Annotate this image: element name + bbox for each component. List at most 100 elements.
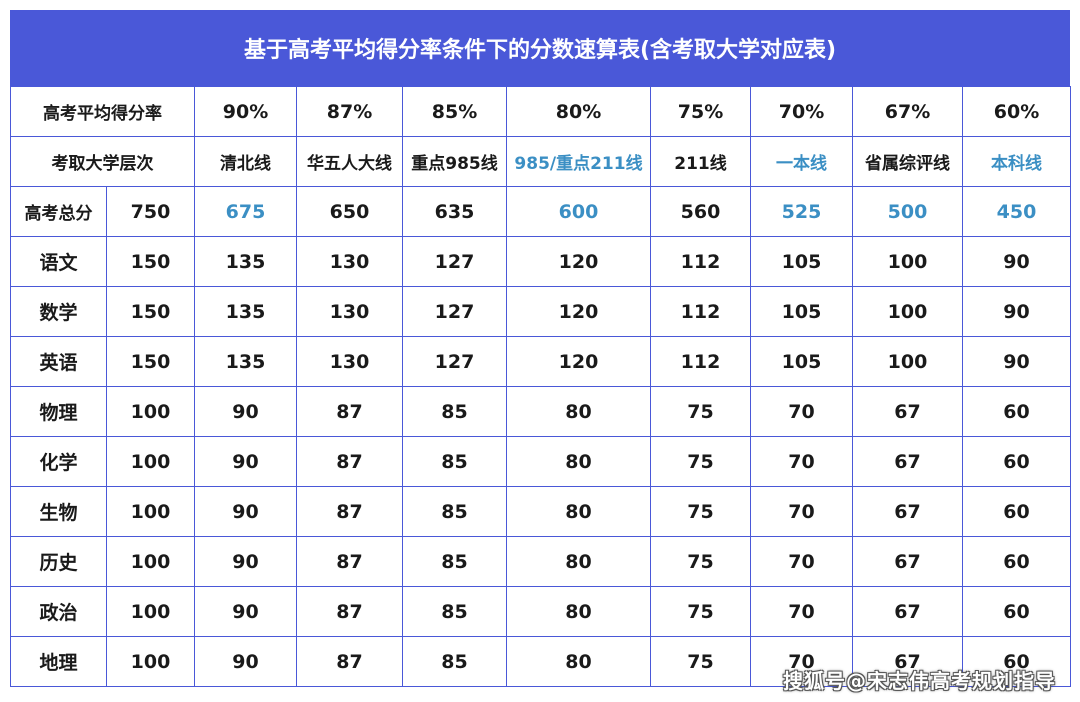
score-cell: 60 <box>962 436 1071 487</box>
subject-cell: 数学 <box>10 286 107 337</box>
score-cell: 87 <box>296 536 403 587</box>
score-cell: 80 <box>506 536 651 587</box>
score-cell: 450 <box>962 186 1071 237</box>
rate-cell: 60% <box>962 86 1071 137</box>
score-cell: 67 <box>852 586 963 637</box>
score-cell: 525 <box>750 186 853 237</box>
subject-cell: 高考总分 <box>10 186 107 237</box>
score-cell: 120 <box>506 286 651 337</box>
score-cell: 67 <box>852 386 963 437</box>
tier-cell: 省属综评线 <box>852 136 963 187</box>
score-cell: 130 <box>296 236 403 287</box>
score-cell: 635 <box>402 186 507 237</box>
score-cell: 90 <box>194 586 297 637</box>
watermark: 搜狐号@宋志伟高考规划指导 <box>783 669 1056 693</box>
subject-cell: 历史 <box>10 536 107 587</box>
score-cell: 75 <box>650 586 751 637</box>
score-cell: 80 <box>506 586 651 637</box>
score-cell: 67 <box>852 636 963 687</box>
score-cell: 135 <box>194 236 297 287</box>
tier-row: 考取大学层次 清北线 华五人大线 重点985线 985/重点211线 211线 … <box>10 136 1071 187</box>
score-cell: 85 <box>402 486 507 537</box>
score-cell: 85 <box>402 536 507 587</box>
score-table: 高考平均得分率 90% 87% 85% 80% 75% 70% 67% 60% … <box>10 86 1071 687</box>
tier-cell: 211线 <box>650 136 751 187</box>
score-cell: 112 <box>650 236 751 287</box>
score-cell: 67 <box>852 486 963 537</box>
subject-cell: 物理 <box>10 386 107 437</box>
score-cell: 67 <box>852 536 963 587</box>
score-cell: 75 <box>650 386 751 437</box>
score-cell: 120 <box>506 336 651 387</box>
score-cell: 100 <box>852 286 963 337</box>
subject-row: 地理 100 90 87 85 80 75 70 67 60 <box>10 636 1071 687</box>
subject-cell: 地理 <box>10 636 107 687</box>
score-cell: 130 <box>296 336 403 387</box>
score-cell: 87 <box>296 386 403 437</box>
full-score-cell: 100 <box>106 536 195 587</box>
full-score-cell: 100 <box>106 636 195 687</box>
score-cell: 60 <box>962 586 1071 637</box>
score-cell: 90 <box>194 386 297 437</box>
full-score-cell: 100 <box>106 436 195 487</box>
score-cell: 90 <box>194 536 297 587</box>
subject-row: 英语 150 135 130 127 120 112 105 100 90 <box>10 336 1071 387</box>
subject-row: 生物 100 90 87 85 80 75 70 67 60 <box>10 486 1071 537</box>
score-cell: 70 <box>750 586 853 637</box>
score-cell: 560 <box>650 186 751 237</box>
subject-row: 历史 100 90 87 85 80 75 70 67 60 <box>10 536 1071 587</box>
full-score-cell: 100 <box>106 586 195 637</box>
rate-cell: 85% <box>402 86 507 137</box>
subject-cell: 生物 <box>10 486 107 537</box>
score-cell: 87 <box>296 436 403 487</box>
score-cell: 127 <box>402 336 507 387</box>
score-cell: 87 <box>296 586 403 637</box>
score-cell: 60 <box>962 536 1071 587</box>
score-cell: 80 <box>506 386 651 437</box>
tier-cell: 重点985线 <box>402 136 507 187</box>
rate-cell: 67% <box>852 86 963 137</box>
score-cell: 85 <box>402 586 507 637</box>
subject-cell: 化学 <box>10 436 107 487</box>
score-cell: 500 <box>852 186 963 237</box>
score-cell: 87 <box>296 636 403 687</box>
tier-cell: 本科线 <box>962 136 1071 187</box>
score-cell: 90 <box>194 636 297 687</box>
rate-cell: 90% <box>194 86 297 137</box>
score-cell: 60 <box>962 386 1071 437</box>
subject-cell: 语文 <box>10 236 107 287</box>
score-cell: 130 <box>296 286 403 337</box>
score-cell: 85 <box>402 386 507 437</box>
score-cell: 85 <box>402 636 507 687</box>
score-cell: 675 <box>194 186 297 237</box>
score-cell: 127 <box>402 236 507 287</box>
score-cell: 75 <box>650 536 751 587</box>
score-cell: 650 <box>296 186 403 237</box>
score-cell: 87 <box>296 486 403 537</box>
full-score-cell: 150 <box>106 236 195 287</box>
score-cell: 120 <box>506 236 651 287</box>
score-cell: 112 <box>650 336 751 387</box>
rate-cell: 87% <box>296 86 403 137</box>
score-cell: 135 <box>194 286 297 337</box>
score-cell: 90 <box>962 336 1071 387</box>
tier-cell: 985/重点211线 <box>506 136 651 187</box>
rate-row: 高考平均得分率 90% 87% 85% 80% 75% 70% 67% 60% <box>10 86 1071 137</box>
full-score-cell: 100 <box>106 486 195 537</box>
rate-cell: 75% <box>650 86 751 137</box>
tier-cell: 清北线 <box>194 136 297 187</box>
score-cell: 70 <box>750 386 853 437</box>
rate-label: 高考平均得分率 <box>10 86 195 137</box>
full-score-cell: 150 <box>106 286 195 337</box>
page-title: 基于高考平均得分率条件下的分数速算表(含考取大学对应表) <box>10 10 1070 86</box>
subject-cell: 政治 <box>10 586 107 637</box>
tier-cell: 一本线 <box>750 136 853 187</box>
score-cell: 112 <box>650 286 751 337</box>
full-score-cell: 750 <box>106 186 195 237</box>
score-cell: 600 <box>506 186 651 237</box>
score-cell: 60 <box>962 486 1071 537</box>
subject-row: 语文 150 135 130 127 120 112 105 100 90 <box>10 236 1071 287</box>
score-cell: 90 <box>194 436 297 487</box>
full-score-cell: 150 <box>106 336 195 387</box>
score-cell: 67 <box>852 436 963 487</box>
